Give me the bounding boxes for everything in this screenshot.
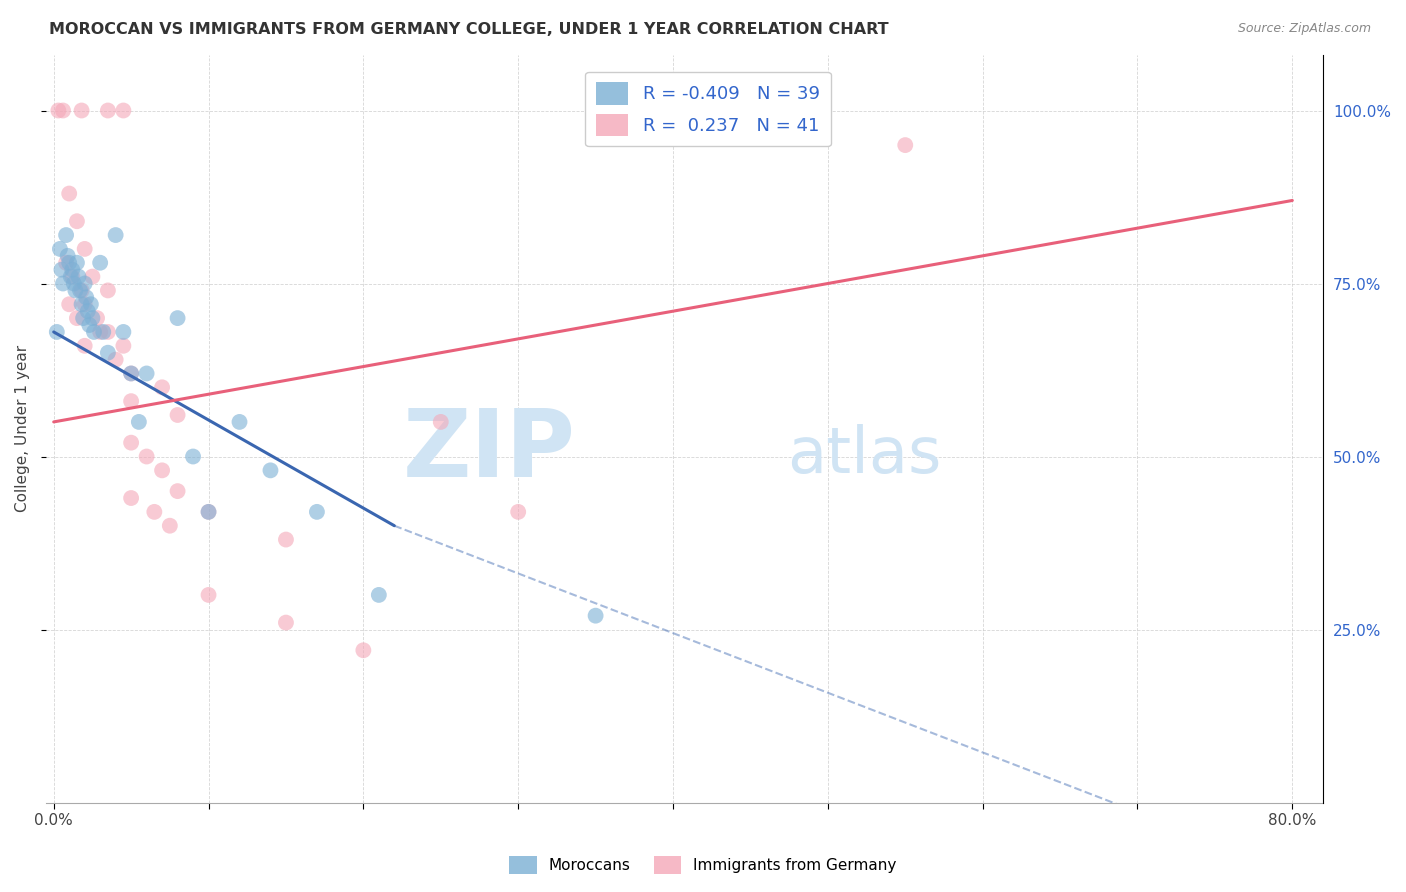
Point xyxy=(228,415,250,429)
Point xyxy=(150,380,173,394)
Point xyxy=(120,367,142,381)
Point xyxy=(112,339,135,353)
Point xyxy=(429,415,451,429)
Text: ZIP: ZIP xyxy=(404,405,576,497)
Y-axis label: College, Under 1 year: College, Under 1 year xyxy=(15,345,30,512)
Point xyxy=(120,491,142,505)
Point xyxy=(63,277,86,291)
Point xyxy=(120,394,142,409)
Point xyxy=(143,505,166,519)
Point xyxy=(305,505,328,519)
Point xyxy=(70,284,93,298)
Text: MOROCCAN VS IMMIGRANTS FROM GERMANY COLLEGE, UNDER 1 YEAR CORRELATION CHART: MOROCCAN VS IMMIGRANTS FROM GERMANY COLL… xyxy=(49,22,889,37)
Point xyxy=(55,228,77,243)
Point xyxy=(86,311,108,326)
Point xyxy=(82,311,104,326)
Point xyxy=(197,505,219,519)
Point xyxy=(52,277,75,291)
Point xyxy=(112,325,135,339)
Text: Source: ZipAtlas.com: Source: ZipAtlas.com xyxy=(1237,22,1371,36)
Point xyxy=(128,415,150,429)
Point xyxy=(166,484,188,499)
Point xyxy=(52,103,75,118)
Point xyxy=(352,643,374,657)
Point xyxy=(89,256,111,270)
Point xyxy=(274,533,297,547)
Point xyxy=(79,318,101,332)
Point xyxy=(89,325,111,339)
Point xyxy=(45,325,67,339)
Point xyxy=(197,588,219,602)
Point xyxy=(120,435,142,450)
Point xyxy=(367,588,389,602)
Point xyxy=(197,505,219,519)
Point xyxy=(166,311,188,326)
Point xyxy=(259,463,281,477)
Point xyxy=(97,325,120,339)
Point xyxy=(66,256,89,270)
Point xyxy=(70,297,93,311)
Point xyxy=(59,269,82,284)
Point xyxy=(585,608,607,623)
Point xyxy=(97,284,120,298)
Point xyxy=(65,284,87,298)
Point xyxy=(274,615,297,630)
Point xyxy=(69,284,91,298)
Point xyxy=(97,345,120,359)
Point xyxy=(49,242,72,256)
Point xyxy=(80,297,103,311)
Point xyxy=(75,290,97,304)
Point xyxy=(58,297,80,311)
Point xyxy=(112,103,135,118)
Point xyxy=(66,214,89,228)
Point xyxy=(73,339,96,353)
Point xyxy=(894,138,917,153)
Point xyxy=(135,450,157,464)
Point xyxy=(56,249,79,263)
Point xyxy=(58,186,80,201)
Point xyxy=(60,262,83,277)
Point xyxy=(150,463,173,477)
Point xyxy=(82,269,104,284)
Point xyxy=(159,518,181,533)
Text: atlas: atlas xyxy=(787,424,941,486)
Point xyxy=(104,228,127,243)
Point xyxy=(72,311,94,326)
Point xyxy=(66,311,89,326)
Point xyxy=(73,242,96,256)
Point xyxy=(76,304,98,318)
Point xyxy=(67,269,90,284)
Point xyxy=(91,325,114,339)
Point xyxy=(97,103,120,118)
Point xyxy=(48,103,70,118)
Point xyxy=(104,352,127,367)
Point xyxy=(508,505,530,519)
Point xyxy=(60,269,83,284)
Point xyxy=(135,367,157,381)
Point xyxy=(55,256,77,270)
Point xyxy=(120,367,142,381)
Point xyxy=(51,262,73,277)
Point xyxy=(58,256,80,270)
Point xyxy=(166,408,188,422)
Legend: Moroccans, Immigrants from Germany: Moroccans, Immigrants from Germany xyxy=(503,850,903,880)
Point xyxy=(83,325,105,339)
Point xyxy=(70,103,93,118)
Legend: R = -0.409   N = 39, R =  0.237   N = 41: R = -0.409 N = 39, R = 0.237 N = 41 xyxy=(585,71,831,146)
Point xyxy=(181,450,204,464)
Point xyxy=(73,277,96,291)
Point xyxy=(73,297,96,311)
